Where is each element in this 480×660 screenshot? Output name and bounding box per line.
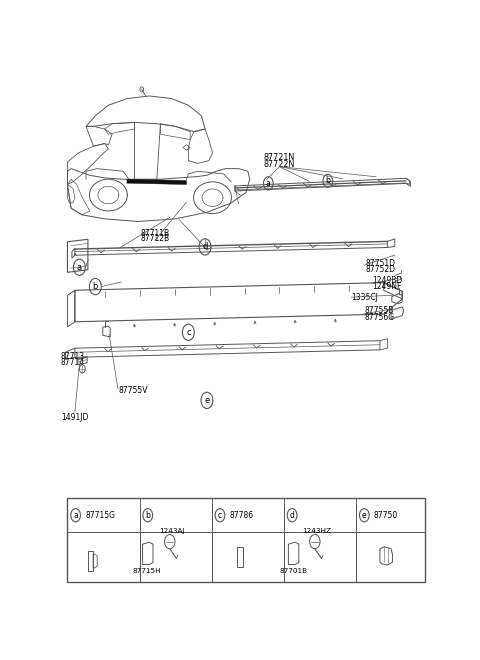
Text: 1249NF: 1249NF: [372, 282, 402, 291]
Text: 1243HZ: 1243HZ: [302, 529, 331, 535]
Text: c: c: [218, 511, 222, 519]
Text: a: a: [266, 179, 271, 188]
Text: d: d: [203, 242, 208, 251]
Text: b: b: [145, 511, 150, 519]
Text: b: b: [93, 282, 98, 291]
Text: 87722N: 87722N: [264, 160, 295, 168]
Text: 87701B: 87701B: [279, 568, 307, 574]
Text: 87714: 87714: [61, 358, 85, 367]
Text: 87711B: 87711B: [140, 228, 169, 238]
Text: 1335CJ: 1335CJ: [352, 293, 379, 302]
Text: b: b: [325, 176, 330, 185]
Text: 87715G: 87715G: [85, 511, 115, 519]
Text: 87755B: 87755B: [364, 306, 394, 315]
Text: 87755V: 87755V: [119, 385, 148, 395]
Text: 1243AJ: 1243AJ: [159, 529, 184, 535]
Text: a: a: [73, 511, 78, 519]
Polygon shape: [127, 180, 186, 185]
Text: 87713: 87713: [61, 352, 85, 360]
Text: e: e: [204, 396, 210, 405]
Text: 1491JD: 1491JD: [61, 413, 88, 422]
Text: 87721N: 87721N: [264, 154, 295, 162]
Text: c: c: [186, 328, 191, 337]
Text: d: d: [290, 511, 295, 519]
Text: 87750: 87750: [374, 511, 398, 519]
Text: 1249BD: 1249BD: [372, 276, 403, 285]
Text: 87786: 87786: [229, 511, 254, 519]
Text: 87712B: 87712B: [140, 234, 169, 244]
Text: a: a: [77, 263, 82, 272]
Text: 87751D: 87751D: [365, 259, 395, 268]
Text: 87752D: 87752D: [365, 265, 395, 274]
Text: e: e: [362, 511, 367, 519]
Text: 87715H: 87715H: [133, 568, 161, 574]
Text: 87756G: 87756G: [364, 313, 395, 321]
